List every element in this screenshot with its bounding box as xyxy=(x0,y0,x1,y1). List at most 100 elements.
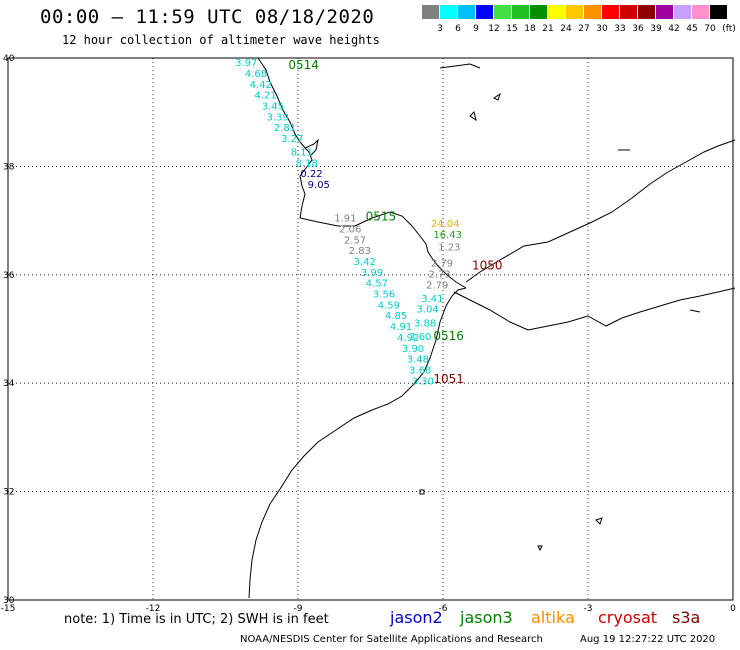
color-scale-label: 15 xyxy=(506,24,518,34)
color-scale-label: 42 xyxy=(668,24,680,34)
wave-height-value: 24.04 xyxy=(431,219,460,230)
wave-height-value: 3.42 xyxy=(354,257,376,268)
color-swatch xyxy=(548,5,565,19)
wave-height-value: 4.68 xyxy=(245,69,267,80)
wave-height-value: 4.91 xyxy=(390,322,412,333)
credit-text: NOAA/NESDIS Center for Satellite Applica… xyxy=(240,634,543,645)
page-subtitle: 12 hour collection of altimeter wave hei… xyxy=(62,33,380,47)
wave-height-value: 2.73 xyxy=(429,270,451,281)
lat-lon-grid xyxy=(7,57,734,601)
wave-height-value: 4.42 xyxy=(250,80,272,91)
color-scale-unit: (ft) xyxy=(722,24,736,34)
color-scale-label: 3 xyxy=(437,24,443,34)
pass-time-label: 0515 xyxy=(366,210,397,224)
wave-height-value: 3.68 xyxy=(409,365,431,376)
wave-height-value: 1.91 xyxy=(334,214,356,225)
wave-height-value: 4.92 xyxy=(397,333,419,344)
wave-height-value: 8.18 xyxy=(296,158,318,169)
lat-tick-label: 30 xyxy=(3,596,15,606)
lon-tick-label: -3 xyxy=(584,604,593,614)
satellite-label-jason3: jason3 xyxy=(460,608,513,627)
coastline xyxy=(248,57,736,599)
color-scale-label: 27 xyxy=(578,24,590,34)
color-scale-label: 39 xyxy=(650,24,662,34)
page-title: 00:00 – 11:59 UTC 08/18/2020 xyxy=(40,6,375,28)
color-scale-label: 18 xyxy=(524,24,536,34)
wave-height-value: 4.59 xyxy=(378,300,400,311)
footer-note: note: 1) Time is in UTC; 2) SWH is in fe… xyxy=(64,612,329,627)
lat-tick-label: 34 xyxy=(3,379,15,389)
wave-height-value: 3.99 xyxy=(361,268,383,279)
wave-height-value: 9.05 xyxy=(308,180,330,191)
wave-height-value: 2.57 xyxy=(344,235,366,246)
color-scale-label: 36 xyxy=(632,24,644,34)
color-swatch xyxy=(674,5,691,19)
color-scale-label: 33 xyxy=(614,24,626,34)
color-swatch xyxy=(530,5,547,19)
lon-tick-label: -6 xyxy=(439,604,448,614)
color-swatch xyxy=(476,5,493,19)
color-scale-label: 12 xyxy=(488,24,500,34)
color-swatch xyxy=(494,5,511,19)
altimeter-values: 3.974.684.424.213.453.392.813.27 8.118.18… xyxy=(235,58,462,387)
wave-height-value: 3.97 xyxy=(235,58,257,69)
color-scale-label: 9 xyxy=(473,24,479,34)
wave-height-value: 2.06 xyxy=(339,225,361,236)
lon-tick-label: -15 xyxy=(1,604,16,614)
wave-height-value: 1.23 xyxy=(438,242,460,253)
lat-tick-label: 38 xyxy=(3,162,15,172)
color-scale-label: 70 xyxy=(704,24,716,34)
wave-height-value: 4.21 xyxy=(255,91,277,102)
satellite-label-cryosat: cryosat xyxy=(598,608,658,627)
color-swatch xyxy=(692,5,709,19)
color-swatch xyxy=(602,5,619,19)
color-scale-label: 30 xyxy=(596,24,608,34)
wave-height-value: 3.90 xyxy=(402,344,424,355)
pass-time-label: 0514 xyxy=(288,58,319,72)
satellite-label-jason2: jason2 xyxy=(390,608,443,627)
wave-height-value: 3.04 xyxy=(416,305,438,316)
map-frame xyxy=(7,57,734,601)
axis-labels: -15 -12 -9 -6 -3 0 40 38 36 34 32 30 xyxy=(1,54,736,614)
wave-height-value: 3.41 xyxy=(421,294,443,305)
color-swatch xyxy=(638,5,655,19)
color-swatch xyxy=(422,5,439,19)
wave-height-value: 2.79 xyxy=(431,259,453,270)
wave-height-value: 2.81 xyxy=(274,123,296,134)
wave-height-value: 8.11 xyxy=(291,148,313,159)
satellite-label-s3a: s3a xyxy=(672,608,701,627)
lat-tick-label: 32 xyxy=(3,488,14,498)
color-swatch xyxy=(512,5,529,19)
color-swatch xyxy=(458,5,475,19)
lon-tick-label: 0 xyxy=(730,604,736,614)
wave-height-value: 3.30 xyxy=(412,376,434,387)
pass-time-label: 1051 xyxy=(433,372,464,386)
wave-height-value: 3.56 xyxy=(373,290,395,301)
lon-tick-label: -12 xyxy=(146,604,161,614)
color-scale-label: 6 xyxy=(455,24,461,34)
wave-height-value: 4.85 xyxy=(385,311,407,322)
color-scale-label: 24 xyxy=(560,24,572,34)
satellite-label-altika: altika xyxy=(531,608,575,627)
lat-tick-label: 36 xyxy=(3,271,15,281)
pass-time-label: 1050 xyxy=(472,258,503,272)
wave-height-value: 2.83 xyxy=(349,246,371,257)
color-swatch xyxy=(584,5,601,19)
wave-height-value: 3.27 xyxy=(281,134,303,145)
wave-height-value: 2.79 xyxy=(426,280,448,291)
color-swatch xyxy=(440,5,457,19)
wave-height-value: 16.43 xyxy=(433,230,462,241)
timestamp: Aug 19 12:27:22 UTC 2020 xyxy=(580,634,716,645)
lat-tick-label: 40 xyxy=(3,54,15,64)
pass-time-label: 0516 xyxy=(433,329,464,343)
wave-height-value: 3.60 xyxy=(409,332,431,343)
color-scale-label: 21 xyxy=(542,24,554,34)
wave-height-value: 3.39 xyxy=(267,112,289,123)
wave-height-value: 3.45 xyxy=(262,101,284,112)
color-scale-label: 45 xyxy=(686,24,698,34)
wave-height-value: 4.57 xyxy=(366,279,388,290)
color-swatch xyxy=(620,5,637,19)
color-swatch xyxy=(566,5,583,19)
wave-height-value: 0.22 xyxy=(300,169,322,180)
